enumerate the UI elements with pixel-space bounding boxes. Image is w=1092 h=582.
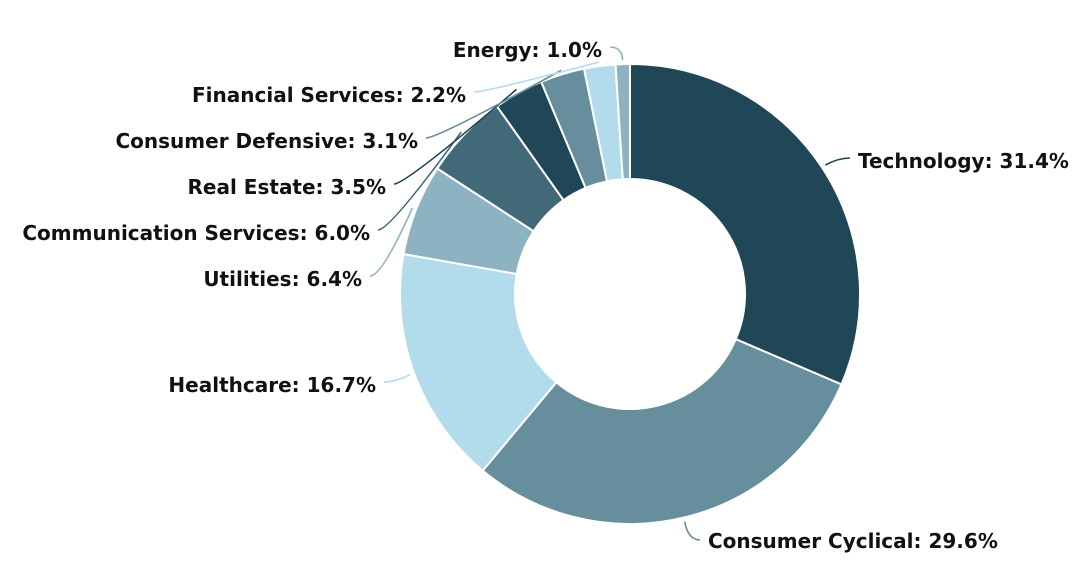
leader-line-energy xyxy=(609,46,624,61)
leader-line-technology xyxy=(824,157,851,166)
leader-line-financial-services xyxy=(473,61,600,93)
leader-line-consumer-cyclical xyxy=(683,521,701,541)
slices-group xyxy=(399,62,861,525)
label-communication-services: Communication Services: 6.0% xyxy=(22,221,370,245)
leader-lines-group xyxy=(369,46,851,541)
leader-line-utilities xyxy=(369,207,414,277)
labels-group: Technology: 31.4% Consumer Cyclical: 29.6… xyxy=(22,38,1069,553)
label-technology: Technology: 31.4% xyxy=(858,149,1069,173)
slice-consumer-cyclical[interactable] xyxy=(481,337,843,525)
label-real-estate: Real Estate: 3.5% xyxy=(188,175,386,199)
leader-line-healthcare xyxy=(383,373,411,383)
label-consumer-cyclical: Consumer Cyclical: 29.6% xyxy=(708,529,998,553)
leader-line-real-estate xyxy=(393,88,518,185)
slice-healthcare[interactable] xyxy=(399,252,558,473)
label-consumer-defensive: Consumer Defensive: 3.1% xyxy=(116,129,419,153)
label-energy: Energy: 1.0% xyxy=(453,38,602,62)
label-financial-services: Financial Services: 2.2% xyxy=(192,83,466,107)
leader-line-communication-services xyxy=(377,131,462,231)
label-utilities: Utilities: 6.4% xyxy=(203,267,362,291)
slice-energy[interactable] xyxy=(614,62,631,181)
leader-line-consumer-defensive xyxy=(425,69,562,139)
slice-technology[interactable] xyxy=(629,62,861,386)
label-healthcare: Healthcare: 16.7% xyxy=(168,373,376,397)
